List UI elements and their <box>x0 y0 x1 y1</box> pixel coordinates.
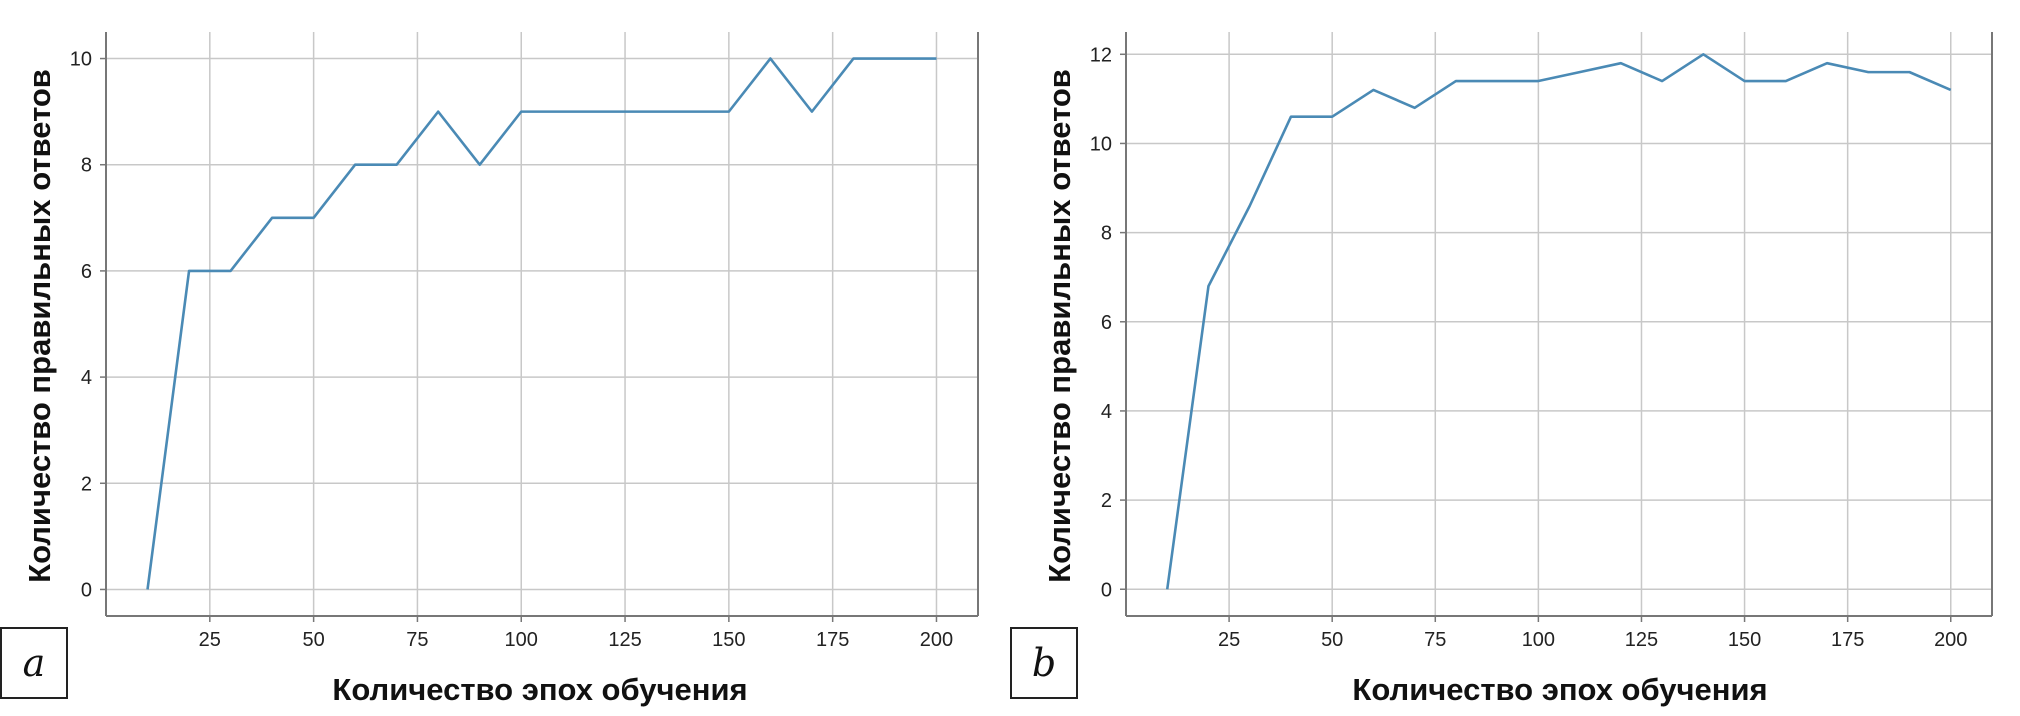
series-line <box>1165 52 1952 590</box>
x-tick-label: 50 <box>1321 629 1343 651</box>
x-tick-label: 100 <box>505 629 538 651</box>
y-tick-label: 10 <box>1090 133 1112 155</box>
x-axis-label-b: Количество эпох обучения <box>1352 672 1768 707</box>
y-tick-label: 10 <box>70 49 92 71</box>
y-tick-label: 8 <box>1101 223 1112 245</box>
x-tick-label: 150 <box>712 629 745 651</box>
x-tick-label: 125 <box>608 629 641 651</box>
chart-panel-a: 0 2 4 6 8 10 25 50 75 100 125 150 175 200 Количество … <box>0 32 979 707</box>
y-tick-label: 6 <box>1101 312 1112 334</box>
x-axis-label-a: Количество эпох обучения <box>332 672 748 707</box>
y-tick-label: 8 <box>81 155 92 177</box>
x-tick-label: 100 <box>1522 629 1555 651</box>
y-tick-label: 0 <box>81 579 92 601</box>
x-tick-label: 175 <box>816 629 849 651</box>
x-tick-label: 150 <box>1728 629 1761 651</box>
panel-label-a: a <box>0 627 68 699</box>
x-tick-label: 200 <box>920 629 953 651</box>
x-tick-label: 200 <box>1934 629 1967 651</box>
x-tick-label: 25 <box>199 629 221 651</box>
x-tick-label: 75 <box>1424 629 1446 651</box>
y-tick-label: 4 <box>81 367 92 389</box>
line-chart-b: 0 2 4 6 8 10 12 25 50 75 100 125 150 175 200 <box>1090 32 1993 651</box>
y-tick-label: 2 <box>1101 490 1112 512</box>
x-tick-label: 75 <box>406 629 428 651</box>
chart-panel-b: 0 2 4 6 8 10 12 25 50 75 100 125 150 175 200 Количеств… <box>1010 0 2020 716</box>
x-tick-label: 175 <box>1831 629 1864 651</box>
y-axis-label-b: Количество правильных ответов <box>1042 69 1077 583</box>
x-tick-label: 125 <box>1625 629 1658 651</box>
y-tick-label: 12 <box>1090 44 1112 66</box>
x-tick-label: 25 <box>1218 629 1240 651</box>
x-tick-label: 50 <box>302 629 324 651</box>
line-chart-a: 0 2 4 6 8 10 25 50 75 100 125 150 175 200 <box>70 32 979 651</box>
panel-label-b: b <box>1010 627 1078 699</box>
y-tick-label: 6 <box>81 261 92 283</box>
y-tick-label: 2 <box>81 473 92 495</box>
series-line <box>146 57 937 590</box>
y-tick-label: 0 <box>1101 579 1112 601</box>
y-tick-label: 4 <box>1101 401 1112 423</box>
y-axis-label-a: Количество правильных ответов <box>22 69 57 583</box>
